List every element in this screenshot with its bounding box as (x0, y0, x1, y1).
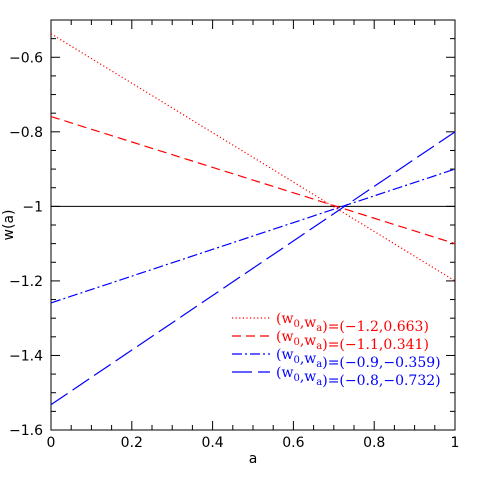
x-tick-label: 0.6 (282, 435, 304, 451)
legend-label-1: (w0,wa)=(−1.2,0.663) (276, 311, 429, 335)
series-lines (50, 33, 456, 406)
y-tick-label: −0.8 (9, 125, 43, 141)
x-tick-label: 0.2 (121, 435, 143, 451)
y-tick-label: −1.2 (9, 274, 43, 290)
axis-ticks (50, 19, 456, 431)
axis-tick-labels: 0 0.2 0.4 0.6 0.8 1 −1.6 −1.4 −1.2 −1 −0.8 −0.6 (9, 50, 459, 451)
y-tick-label: −0.6 (9, 50, 43, 66)
x-tick-label: 1 (451, 435, 460, 451)
y-tick-label: −1 (22, 199, 43, 215)
y-tick-label: −1.6 (9, 423, 43, 439)
y-tick-label: −1.4 (9, 348, 43, 364)
x-axis-title: a (249, 451, 258, 467)
legend: (w0,wa)=(−1.2,0.663)(w0,wa)=(−1.1,0.341)… (232, 311, 441, 389)
legend-label-4: (w0,wa)=(−0.8,−0.732) (276, 365, 441, 389)
y-axis-title: w(a) (1, 210, 17, 241)
series-line-4 (50, 131, 456, 406)
series-line-3 (50, 168, 456, 304)
x-tick-label: 0 (47, 435, 56, 451)
series-line-2 (50, 115, 456, 245)
legend-label-2: (w0,wa)=(−1.1,0.341) (276, 329, 429, 353)
x-tick-label: 0.8 (363, 435, 385, 451)
series-line-1 (50, 33, 456, 282)
x-tick-label: 0.4 (201, 435, 223, 451)
legend-label-3: (w0,wa)=(−0.9,−0.359) (276, 347, 441, 371)
